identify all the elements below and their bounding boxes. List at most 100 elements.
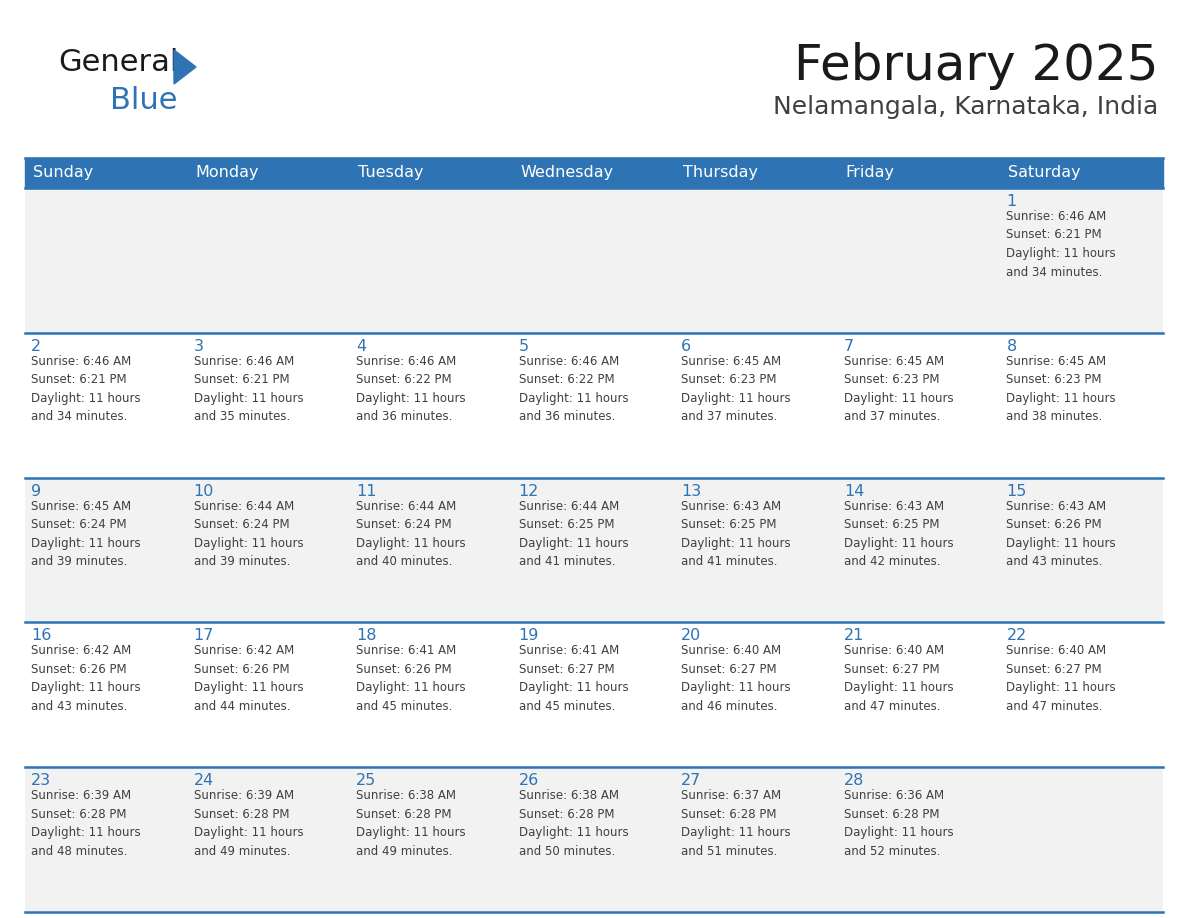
Bar bbox=[675, 767, 838, 912]
Text: Sunrise: 6:46 AM
Sunset: 6:22 PM
Daylight: 11 hours
and 36 minutes.: Sunrise: 6:46 AM Sunset: 6:22 PM Dayligh… bbox=[356, 354, 466, 423]
Text: Sunrise: 6:44 AM
Sunset: 6:24 PM
Daylight: 11 hours
and 39 minutes.: Sunrise: 6:44 AM Sunset: 6:24 PM Dayligh… bbox=[194, 499, 303, 568]
Text: 16: 16 bbox=[31, 629, 51, 644]
Text: Sunrise: 6:46 AM
Sunset: 6:21 PM
Daylight: 11 hours
and 35 minutes.: Sunrise: 6:46 AM Sunset: 6:21 PM Dayligh… bbox=[194, 354, 303, 423]
Bar bbox=[838, 767, 1000, 912]
Text: Sunrise: 6:46 AM
Sunset: 6:22 PM
Daylight: 11 hours
and 36 minutes.: Sunrise: 6:46 AM Sunset: 6:22 PM Dayligh… bbox=[519, 354, 628, 423]
Text: 10: 10 bbox=[194, 484, 214, 498]
Bar bbox=[188, 188, 350, 333]
Text: Sunrise: 6:44 AM
Sunset: 6:25 PM
Daylight: 11 hours
and 41 minutes.: Sunrise: 6:44 AM Sunset: 6:25 PM Dayligh… bbox=[519, 499, 628, 568]
Bar bbox=[350, 477, 513, 622]
Text: 9: 9 bbox=[31, 484, 42, 498]
Text: 7: 7 bbox=[843, 339, 854, 353]
Bar bbox=[1000, 188, 1163, 333]
Text: 12: 12 bbox=[519, 484, 539, 498]
Bar bbox=[513, 477, 675, 622]
Text: Sunrise: 6:36 AM
Sunset: 6:28 PM
Daylight: 11 hours
and 52 minutes.: Sunrise: 6:36 AM Sunset: 6:28 PM Dayligh… bbox=[843, 789, 954, 857]
Bar bbox=[188, 477, 350, 622]
Text: Sunrise: 6:44 AM
Sunset: 6:24 PM
Daylight: 11 hours
and 40 minutes.: Sunrise: 6:44 AM Sunset: 6:24 PM Dayligh… bbox=[356, 499, 466, 568]
Bar bbox=[513, 622, 675, 767]
Bar bbox=[350, 767, 513, 912]
Bar bbox=[1000, 333, 1163, 477]
Text: Wednesday: Wednesday bbox=[520, 165, 614, 181]
Text: Sunrise: 6:43 AM
Sunset: 6:25 PM
Daylight: 11 hours
and 42 minutes.: Sunrise: 6:43 AM Sunset: 6:25 PM Dayligh… bbox=[843, 499, 954, 568]
Text: Sunrise: 6:41 AM
Sunset: 6:27 PM
Daylight: 11 hours
and 45 minutes.: Sunrise: 6:41 AM Sunset: 6:27 PM Dayligh… bbox=[519, 644, 628, 713]
Text: 1: 1 bbox=[1006, 194, 1017, 209]
Bar bbox=[838, 622, 1000, 767]
Text: 23: 23 bbox=[31, 773, 51, 789]
Bar bbox=[513, 188, 675, 333]
Bar bbox=[350, 622, 513, 767]
Text: Sunrise: 6:39 AM
Sunset: 6:28 PM
Daylight: 11 hours
and 49 minutes.: Sunrise: 6:39 AM Sunset: 6:28 PM Dayligh… bbox=[194, 789, 303, 857]
Bar bbox=[188, 333, 350, 477]
Bar bbox=[350, 188, 513, 333]
Bar bbox=[25, 158, 1163, 188]
Bar bbox=[838, 333, 1000, 477]
Bar bbox=[1000, 477, 1163, 622]
Text: 28: 28 bbox=[843, 773, 864, 789]
Text: 19: 19 bbox=[519, 629, 539, 644]
Text: Sunrise: 6:45 AM
Sunset: 6:23 PM
Daylight: 11 hours
and 37 minutes.: Sunrise: 6:45 AM Sunset: 6:23 PM Dayligh… bbox=[843, 354, 954, 423]
Text: Monday: Monday bbox=[196, 165, 259, 181]
Bar bbox=[675, 333, 838, 477]
Text: 2: 2 bbox=[31, 339, 42, 353]
Text: 11: 11 bbox=[356, 484, 377, 498]
Text: Sunrise: 6:40 AM
Sunset: 6:27 PM
Daylight: 11 hours
and 46 minutes.: Sunrise: 6:40 AM Sunset: 6:27 PM Dayligh… bbox=[681, 644, 791, 713]
Text: General: General bbox=[58, 48, 178, 77]
Text: 25: 25 bbox=[356, 773, 377, 789]
Text: Sunrise: 6:37 AM
Sunset: 6:28 PM
Daylight: 11 hours
and 51 minutes.: Sunrise: 6:37 AM Sunset: 6:28 PM Dayligh… bbox=[681, 789, 791, 857]
Text: Nelamangala, Karnataka, India: Nelamangala, Karnataka, India bbox=[772, 95, 1158, 119]
Text: Sunrise: 6:39 AM
Sunset: 6:28 PM
Daylight: 11 hours
and 48 minutes.: Sunrise: 6:39 AM Sunset: 6:28 PM Dayligh… bbox=[31, 789, 140, 857]
Text: 21: 21 bbox=[843, 629, 864, 644]
Text: Sunrise: 6:45 AM
Sunset: 6:23 PM
Daylight: 11 hours
and 38 minutes.: Sunrise: 6:45 AM Sunset: 6:23 PM Dayligh… bbox=[1006, 354, 1116, 423]
Text: 4: 4 bbox=[356, 339, 366, 353]
Text: Blue: Blue bbox=[110, 86, 177, 115]
Text: Tuesday: Tuesday bbox=[358, 165, 424, 181]
Bar bbox=[675, 477, 838, 622]
Text: Sunrise: 6:40 AM
Sunset: 6:27 PM
Daylight: 11 hours
and 47 minutes.: Sunrise: 6:40 AM Sunset: 6:27 PM Dayligh… bbox=[1006, 644, 1116, 713]
Text: Sunrise: 6:46 AM
Sunset: 6:21 PM
Daylight: 11 hours
and 34 minutes.: Sunrise: 6:46 AM Sunset: 6:21 PM Dayligh… bbox=[31, 354, 140, 423]
Text: Sunrise: 6:38 AM
Sunset: 6:28 PM
Daylight: 11 hours
and 49 minutes.: Sunrise: 6:38 AM Sunset: 6:28 PM Dayligh… bbox=[356, 789, 466, 857]
Text: 3: 3 bbox=[194, 339, 203, 353]
Bar bbox=[1000, 622, 1163, 767]
Text: Sunrise: 6:43 AM
Sunset: 6:26 PM
Daylight: 11 hours
and 43 minutes.: Sunrise: 6:43 AM Sunset: 6:26 PM Dayligh… bbox=[1006, 499, 1116, 568]
Bar bbox=[675, 622, 838, 767]
Text: Thursday: Thursday bbox=[683, 165, 758, 181]
Text: Sunrise: 6:45 AM
Sunset: 6:24 PM
Daylight: 11 hours
and 39 minutes.: Sunrise: 6:45 AM Sunset: 6:24 PM Dayligh… bbox=[31, 499, 140, 568]
Bar bbox=[513, 333, 675, 477]
Bar bbox=[188, 622, 350, 767]
Text: 17: 17 bbox=[194, 629, 214, 644]
Bar bbox=[838, 477, 1000, 622]
Bar bbox=[675, 188, 838, 333]
Bar bbox=[188, 767, 350, 912]
Bar bbox=[25, 622, 188, 767]
Text: Sunrise: 6:40 AM
Sunset: 6:27 PM
Daylight: 11 hours
and 47 minutes.: Sunrise: 6:40 AM Sunset: 6:27 PM Dayligh… bbox=[843, 644, 954, 713]
Text: February 2025: February 2025 bbox=[794, 42, 1158, 90]
Text: 24: 24 bbox=[194, 773, 214, 789]
Bar bbox=[838, 188, 1000, 333]
Text: Sunrise: 6:41 AM
Sunset: 6:26 PM
Daylight: 11 hours
and 45 minutes.: Sunrise: 6:41 AM Sunset: 6:26 PM Dayligh… bbox=[356, 644, 466, 713]
Text: Sunrise: 6:38 AM
Sunset: 6:28 PM
Daylight: 11 hours
and 50 minutes.: Sunrise: 6:38 AM Sunset: 6:28 PM Dayligh… bbox=[519, 789, 628, 857]
Text: Sunrise: 6:46 AM
Sunset: 6:21 PM
Daylight: 11 hours
and 34 minutes.: Sunrise: 6:46 AM Sunset: 6:21 PM Dayligh… bbox=[1006, 210, 1116, 278]
Bar bbox=[350, 333, 513, 477]
Text: 20: 20 bbox=[681, 629, 702, 644]
Text: 8: 8 bbox=[1006, 339, 1017, 353]
Text: Sunrise: 6:42 AM
Sunset: 6:26 PM
Daylight: 11 hours
and 43 minutes.: Sunrise: 6:42 AM Sunset: 6:26 PM Dayligh… bbox=[31, 644, 140, 713]
Bar bbox=[25, 333, 188, 477]
Text: 18: 18 bbox=[356, 629, 377, 644]
Bar bbox=[25, 477, 188, 622]
Text: Saturday: Saturday bbox=[1009, 165, 1081, 181]
Text: 13: 13 bbox=[681, 484, 702, 498]
Text: 26: 26 bbox=[519, 773, 539, 789]
Text: Friday: Friday bbox=[846, 165, 895, 181]
Text: Sunrise: 6:43 AM
Sunset: 6:25 PM
Daylight: 11 hours
and 41 minutes.: Sunrise: 6:43 AM Sunset: 6:25 PM Dayligh… bbox=[681, 499, 791, 568]
Bar bbox=[1000, 767, 1163, 912]
Text: Sunrise: 6:45 AM
Sunset: 6:23 PM
Daylight: 11 hours
and 37 minutes.: Sunrise: 6:45 AM Sunset: 6:23 PM Dayligh… bbox=[681, 354, 791, 423]
Polygon shape bbox=[173, 50, 196, 84]
Bar bbox=[25, 767, 188, 912]
Text: 14: 14 bbox=[843, 484, 864, 498]
Text: 27: 27 bbox=[681, 773, 702, 789]
Text: Sunrise: 6:42 AM
Sunset: 6:26 PM
Daylight: 11 hours
and 44 minutes.: Sunrise: 6:42 AM Sunset: 6:26 PM Dayligh… bbox=[194, 644, 303, 713]
Text: 5: 5 bbox=[519, 339, 529, 353]
Text: 15: 15 bbox=[1006, 484, 1026, 498]
Text: 22: 22 bbox=[1006, 629, 1026, 644]
